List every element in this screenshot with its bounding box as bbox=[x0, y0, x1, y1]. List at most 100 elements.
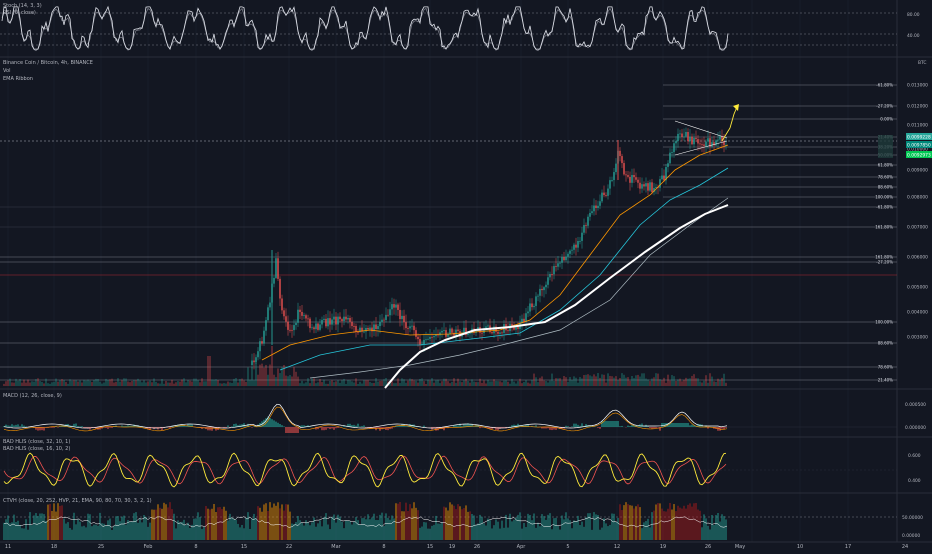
ctvh-bar-113 bbox=[229, 514, 231, 540]
macd-hist-4 bbox=[11, 424, 12, 427]
candle-body-71 bbox=[393, 304, 394, 307]
volume-bar-34 bbox=[71, 381, 72, 386]
volume-bar-54 bbox=[111, 379, 112, 386]
macd-hist-334 bbox=[671, 423, 672, 427]
volume-bar-12 bbox=[27, 380, 28, 386]
ema-label[interactable]: EMA Ribbon bbox=[3, 76, 33, 82]
vol-label[interactable]: Vol bbox=[3, 68, 10, 74]
volume-bar-272 bbox=[547, 382, 548, 386]
ctvh-bar-219 bbox=[441, 522, 443, 540]
volume-bar-242 bbox=[487, 380, 488, 386]
volume-bar-42 bbox=[87, 380, 88, 386]
macd-hist-116 bbox=[235, 424, 236, 427]
candle-body-63 bbox=[377, 326, 378, 329]
candle-body-212 bbox=[675, 141, 676, 143]
candle-body-123 bbox=[497, 332, 498, 334]
candle-body-60 bbox=[371, 328, 372, 332]
volume-bar-350 bbox=[703, 381, 704, 386]
volume-bar-103 bbox=[209, 356, 210, 386]
ctvh-bar-52 bbox=[107, 520, 109, 540]
price-badge-0: 0.0099228 bbox=[907, 135, 931, 141]
volume-bar-146 bbox=[295, 372, 296, 386]
volume-bar-31 bbox=[65, 382, 66, 386]
ctvh-bar-294 bbox=[591, 530, 593, 540]
candle-body-158 bbox=[567, 254, 568, 257]
ctvh-bar-302 bbox=[607, 526, 609, 540]
ctvh-bar-218 bbox=[439, 524, 441, 540]
candle-body-149 bbox=[549, 274, 550, 277]
volume-bar-5 bbox=[13, 383, 14, 386]
volume-bar-205 bbox=[413, 380, 414, 386]
volume-bar-121 bbox=[245, 382, 246, 386]
volume-bar-150 bbox=[303, 383, 304, 386]
ctvh-bar-123 bbox=[249, 529, 251, 540]
candle-body-30 bbox=[311, 327, 312, 328]
volume-bar-292 bbox=[587, 374, 588, 386]
macd-hist-162 bbox=[327, 427, 328, 428]
candle-body-233 bbox=[717, 140, 718, 141]
stoch-label-2: RSI (6, close) bbox=[3, 10, 36, 16]
volume-bar-77 bbox=[157, 383, 158, 386]
ctvh-bar-166 bbox=[335, 523, 337, 540]
volume-bar-108 bbox=[219, 383, 220, 386]
ctvh-bar-106 bbox=[215, 512, 217, 540]
macd-hist-171 bbox=[345, 426, 346, 427]
volume-bar-126 bbox=[255, 363, 256, 386]
ctvh-bar-127 bbox=[257, 506, 259, 540]
ctvh-bar-334 bbox=[671, 510, 673, 540]
ctvh-bar-80 bbox=[163, 503, 165, 540]
ctvh-bar-224 bbox=[451, 504, 453, 540]
macd-hist-227 bbox=[457, 425, 458, 427]
volume-bar-129 bbox=[261, 364, 262, 386]
symbol-title[interactable]: Binance Coin / Bitcoin, 4h, BINANCE bbox=[3, 60, 93, 66]
volume-bar-357 bbox=[717, 379, 718, 386]
ctvh-bar-137 bbox=[277, 502, 279, 540]
volume-bar-55 bbox=[113, 383, 114, 386]
candle-body-77 bbox=[405, 322, 406, 328]
bad-label-2: BAD HLIS (close, 16, 10, 2) bbox=[3, 446, 70, 452]
macd-hist-138 bbox=[279, 424, 280, 427]
candle-body-79 bbox=[409, 326, 410, 328]
ctvh-bar-104 bbox=[211, 509, 213, 540]
ctvh-bar-188 bbox=[379, 515, 381, 540]
ctvh-bar-322 bbox=[647, 519, 649, 540]
volume-bar-58 bbox=[119, 382, 120, 386]
macd-hist-230 bbox=[463, 424, 464, 427]
volume-bar-206 bbox=[415, 381, 416, 386]
volume-bar-273 bbox=[549, 381, 550, 386]
macd-hist-160 bbox=[323, 427, 324, 430]
ctvh-bar-285 bbox=[573, 520, 575, 540]
ctvh-bar-184 bbox=[371, 517, 373, 540]
candle-body-198 bbox=[647, 183, 648, 190]
ctvh-bar-225 bbox=[453, 506, 455, 540]
ctvh-bar-69 bbox=[141, 522, 143, 540]
ctvh-bar-22 bbox=[47, 505, 49, 540]
macd-hist-307 bbox=[617, 421, 618, 427]
time-label-3: Feb bbox=[144, 544, 153, 550]
volume-bar-22 bbox=[47, 383, 48, 386]
ctvh-bar-160 bbox=[323, 517, 325, 540]
volume-bar-330 bbox=[663, 378, 664, 386]
macd-hist-7 bbox=[17, 424, 18, 427]
candle-body-199 bbox=[649, 182, 650, 190]
candle-body-118 bbox=[487, 325, 488, 326]
ctvh-bar-262 bbox=[527, 514, 529, 540]
macd-hist-24 bbox=[51, 427, 52, 428]
ctvh-bar-312 bbox=[627, 504, 629, 540]
volume-bar-213 bbox=[429, 381, 430, 386]
price-unit: BTC bbox=[918, 60, 927, 66]
ctvh-bar-315 bbox=[633, 508, 635, 540]
ctvh-bar-57 bbox=[117, 516, 119, 540]
volume-bar-49 bbox=[101, 384, 102, 386]
volume-bar-156 bbox=[315, 383, 316, 386]
ctvh-bar-244 bbox=[491, 528, 493, 540]
volume-bar-118 bbox=[239, 379, 240, 386]
ctvh-bar-307 bbox=[617, 518, 619, 540]
candle-body-1 bbox=[253, 361, 254, 363]
volume-bar-203 bbox=[409, 379, 410, 386]
macd-hist-253 bbox=[509, 426, 510, 427]
fib-lower-label-5: 21.40% bbox=[878, 378, 893, 383]
time-label-2: 25 bbox=[98, 544, 104, 550]
candle-body-21 bbox=[293, 325, 294, 330]
candle-body-13 bbox=[277, 258, 278, 279]
